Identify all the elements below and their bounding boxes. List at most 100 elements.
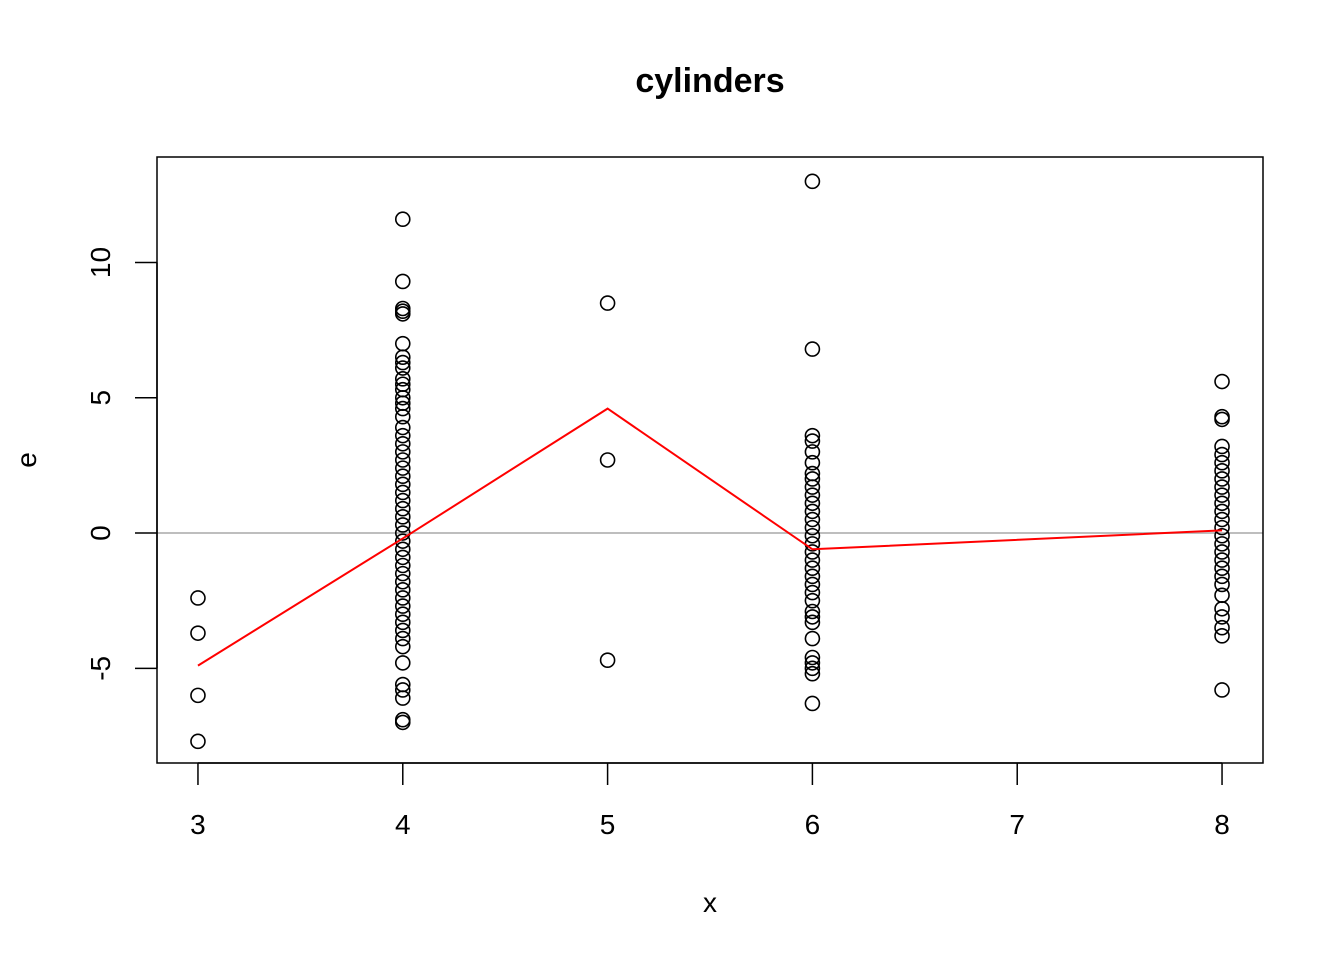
data-point bbox=[1214, 503, 1230, 520]
x-tick-label: 5 bbox=[600, 809, 616, 840]
y-tick-label: 0 bbox=[85, 525, 116, 541]
data-point bbox=[1214, 619, 1230, 636]
data-point bbox=[1214, 609, 1230, 625]
data-point bbox=[804, 568, 821, 585]
data-point bbox=[1214, 511, 1230, 528]
data-point bbox=[1214, 495, 1230, 512]
data-point bbox=[394, 582, 411, 598]
x-tick-label: 4 bbox=[395, 809, 411, 840]
data-point bbox=[1214, 576, 1230, 593]
scatter-points bbox=[190, 173, 1230, 750]
data-point bbox=[1214, 587, 1230, 604]
y-tick-label: 10 bbox=[85, 247, 116, 278]
data-point bbox=[1214, 463, 1230, 479]
data-point bbox=[1214, 487, 1230, 503]
data-point bbox=[1214, 446, 1230, 463]
data-point bbox=[394, 622, 411, 639]
data-point bbox=[394, 349, 411, 365]
data-point bbox=[394, 306, 411, 322]
data-point bbox=[804, 454, 821, 471]
data-point bbox=[804, 609, 821, 625]
data-point bbox=[804, 519, 821, 536]
data-point bbox=[394, 360, 411, 376]
data-point bbox=[394, 557, 411, 574]
data-point bbox=[394, 354, 411, 371]
data-point bbox=[394, 452, 411, 468]
plot-frame bbox=[156, 156, 1264, 764]
data-point bbox=[1214, 568, 1230, 585]
data-point bbox=[804, 584, 821, 601]
data-point bbox=[804, 576, 821, 593]
x-tick-label: 6 bbox=[805, 809, 821, 840]
data-point bbox=[1214, 411, 1230, 428]
data-point bbox=[1214, 544, 1230, 560]
data-point bbox=[394, 598, 411, 614]
data-point bbox=[804, 444, 821, 460]
data-point bbox=[1214, 454, 1230, 471]
data-point bbox=[394, 533, 411, 549]
data-point bbox=[394, 565, 411, 582]
data-point bbox=[804, 471, 821, 487]
data-point bbox=[394, 630, 411, 647]
data-point bbox=[394, 509, 411, 525]
data-point bbox=[599, 652, 616, 668]
data-point bbox=[394, 549, 411, 566]
data-point bbox=[804, 665, 821, 682]
data-point bbox=[394, 371, 411, 387]
data-point bbox=[1214, 600, 1230, 617]
data-point bbox=[394, 606, 411, 623]
data-point bbox=[804, 527, 821, 544]
data-point bbox=[394, 476, 411, 493]
data-point bbox=[1214, 560, 1230, 577]
data-point bbox=[394, 541, 411, 558]
data-point bbox=[190, 590, 206, 606]
data-point bbox=[1214, 471, 1230, 487]
data-point bbox=[804, 603, 821, 620]
y-axis-label: e bbox=[11, 452, 42, 468]
data-point bbox=[1214, 682, 1230, 698]
data-point bbox=[804, 649, 821, 666]
data-point bbox=[394, 389, 411, 406]
data-point bbox=[804, 427, 821, 444]
data-point bbox=[394, 682, 411, 698]
data-point bbox=[1214, 438, 1230, 455]
smoother-line bbox=[197, 407, 1223, 667]
data-point bbox=[804, 552, 821, 568]
plot-area bbox=[156, 156, 1264, 764]
data-point bbox=[394, 408, 411, 425]
data-point bbox=[804, 695, 821, 712]
data-point bbox=[804, 341, 821, 357]
data-point bbox=[1214, 479, 1230, 495]
x-axis-label: x bbox=[703, 887, 717, 918]
data-point bbox=[804, 173, 821, 190]
data-point bbox=[394, 427, 411, 444]
x-tick-label: 7 bbox=[1009, 809, 1025, 840]
data-point bbox=[804, 655, 821, 671]
data-point bbox=[1214, 373, 1230, 390]
data-point bbox=[190, 687, 206, 704]
data-point bbox=[394, 419, 411, 436]
data-point bbox=[394, 273, 411, 290]
data-point bbox=[394, 614, 411, 631]
data-point bbox=[394, 714, 411, 731]
data-point bbox=[394, 655, 411, 671]
data-point bbox=[190, 733, 206, 750]
data-point bbox=[394, 435, 411, 452]
data-point bbox=[394, 444, 411, 460]
data-point bbox=[394, 484, 411, 501]
data-point bbox=[1214, 519, 1230, 536]
data-point bbox=[394, 590, 411, 606]
data-point bbox=[1214, 552, 1230, 568]
y-axis: -5 0 5 10 bbox=[85, 247, 158, 681]
data-point bbox=[804, 487, 821, 503]
x-tick-label: 8 bbox=[1214, 809, 1230, 840]
data-point bbox=[804, 630, 821, 647]
data-point bbox=[394, 492, 411, 509]
data-point bbox=[394, 690, 411, 706]
data-point bbox=[394, 460, 411, 476]
data-point bbox=[804, 614, 821, 631]
y-tick-label: 5 bbox=[85, 390, 116, 406]
data-point bbox=[394, 400, 411, 417]
data-point bbox=[804, 592, 821, 609]
